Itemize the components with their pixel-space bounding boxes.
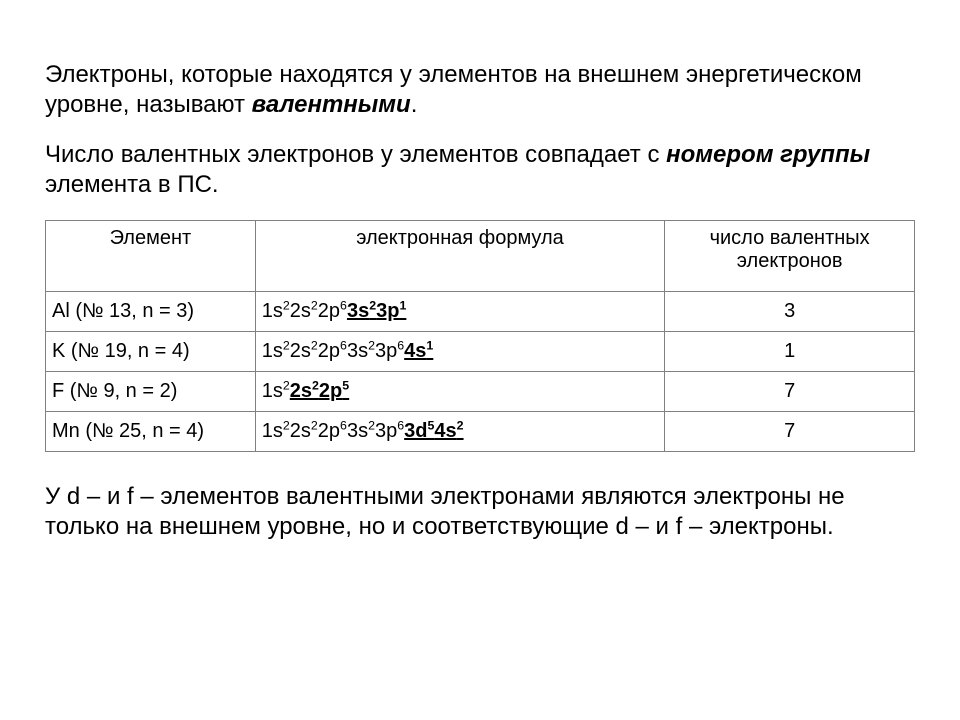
paragraph-3: У d – и f – элементов валентными электро… <box>45 482 920 542</box>
count-cell: 1 <box>665 332 915 372</box>
orbital: 1s2 <box>262 420 290 442</box>
table-row: K (№ 19, n = 4)1s22s22p63s23p64s11 <box>46 332 915 372</box>
formula-cell: 1s22s22p63s23p1 <box>255 292 665 332</box>
orbital: 4s1 <box>404 340 433 362</box>
formula-cell: 1s22s22p63s23p63d54s2 <box>255 412 665 452</box>
p1-text-a: Электроны, которые находятся у элементов… <box>45 61 862 118</box>
orbital: 4s2 <box>434 420 463 442</box>
p2-text-c: элемента в ПС. <box>45 171 219 198</box>
orbital: 1s2 <box>262 300 290 322</box>
table-row: F (№ 9, n = 2)1s22s22p57 <box>46 372 915 412</box>
orbital: 2s2 <box>290 300 318 322</box>
page: Электроны, которые находятся у элементов… <box>0 0 960 602</box>
orbital: 2p6 <box>318 340 347 362</box>
element-cell: K (№ 19, n = 4) <box>46 332 256 372</box>
table-header: Элемент <box>46 221 256 292</box>
orbital: 2p5 <box>319 380 349 402</box>
formula-cell: 1s22s22p63s23p64s1 <box>255 332 665 372</box>
orbital: 3p1 <box>376 300 406 322</box>
table-header: число валентных электронов <box>665 221 915 292</box>
p2-text-a: Число валентных электронов у элементов с… <box>45 141 666 168</box>
orbital: 2s2 <box>290 420 318 442</box>
table-header: электронная формула <box>255 221 665 292</box>
orbital: 2s2 <box>290 340 318 362</box>
p2-text-b: номером группы <box>666 141 870 168</box>
element-cell: F (№ 9, n = 2) <box>46 372 256 412</box>
p1-text-b: валентными <box>252 91 411 118</box>
count-cell: 7 <box>665 412 915 452</box>
orbital: 1s2 <box>262 380 290 402</box>
orbital: 2s2 <box>290 380 319 402</box>
orbital: 3p6 <box>375 340 404 362</box>
element-cell: Al (№ 13, n = 3) <box>46 292 256 332</box>
formula-cell: 1s22s22p5 <box>255 372 665 412</box>
orbital: 2p6 <box>318 420 347 442</box>
orbital: 3p6 <box>375 420 404 442</box>
orbital: 3s2 <box>347 340 375 362</box>
p1-text-c: . <box>411 91 418 118</box>
table-header-row: Элемент электронная формула число валент… <box>46 221 915 292</box>
table-row: Al (№ 13, n = 3)1s22s22p63s23p13 <box>46 292 915 332</box>
electron-table: Элемент электронная формула число валент… <box>45 220 915 452</box>
count-cell: 3 <box>665 292 915 332</box>
orbital: 1s2 <box>262 340 290 362</box>
orbital: 3s2 <box>347 420 375 442</box>
orbital: 3s2 <box>347 300 376 322</box>
paragraph-2: Число валентных электронов у элементов с… <box>45 140 920 200</box>
paragraph-1: Электроны, которые находятся у элементов… <box>45 60 920 120</box>
element-cell: Mn (№ 25, n = 4) <box>46 412 256 452</box>
count-cell: 7 <box>665 372 915 412</box>
orbital: 2p6 <box>318 300 347 322</box>
orbital: 3d5 <box>404 420 434 442</box>
table-row: Mn (№ 25, n = 4)1s22s22p63s23p63d54s27 <box>46 412 915 452</box>
